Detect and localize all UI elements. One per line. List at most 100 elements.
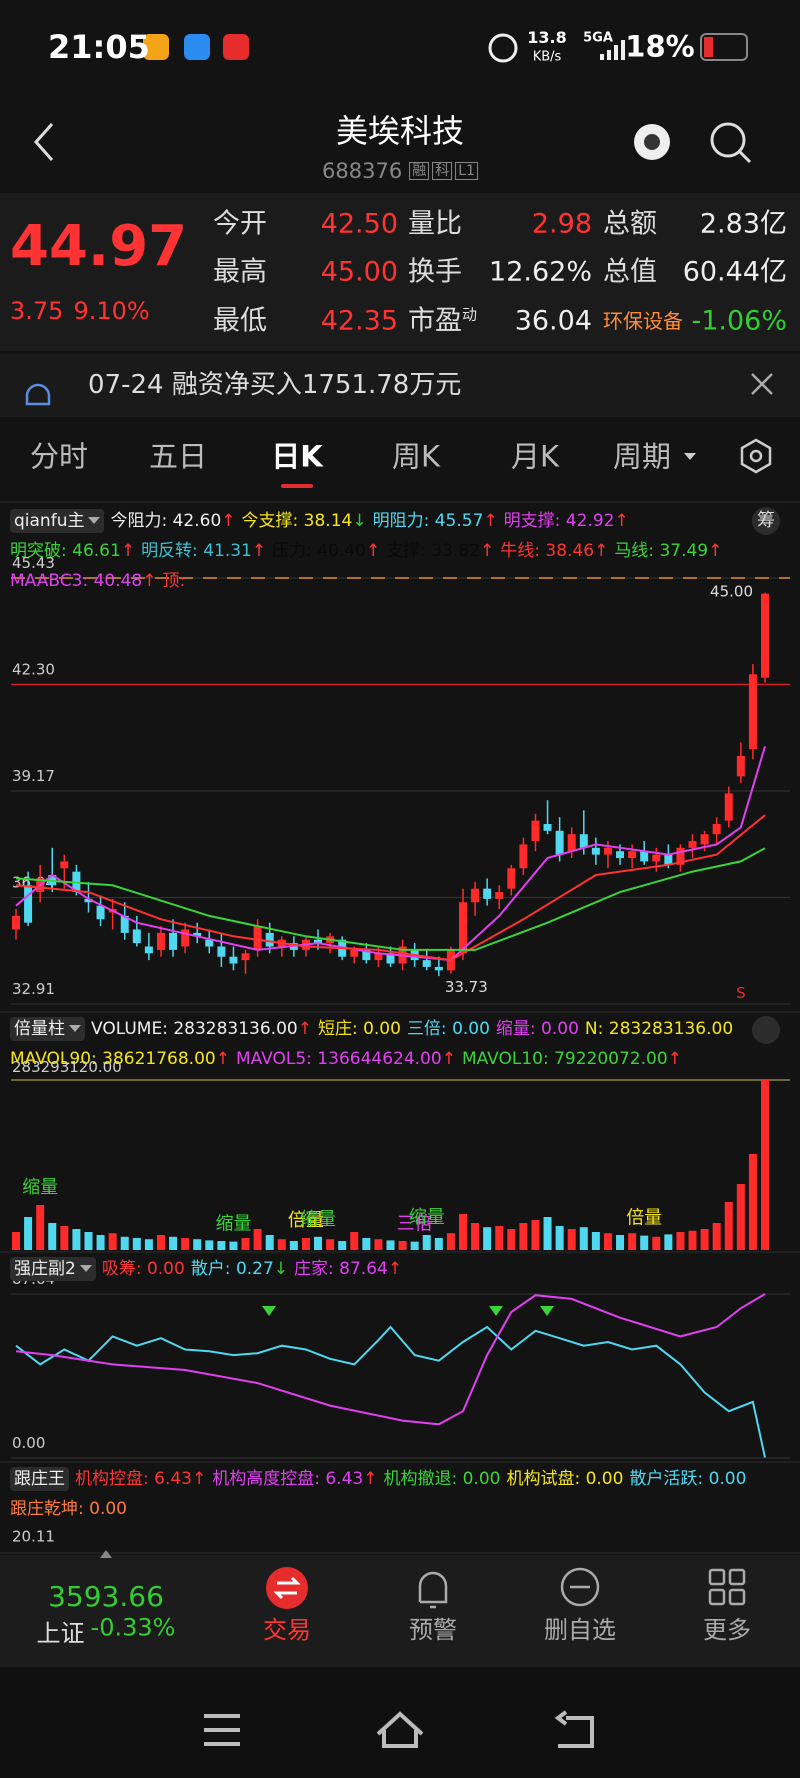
y-tick-label: 0.00 [12, 1434, 45, 1452]
volume-bar [519, 1222, 528, 1250]
legend-item: 今阻力: 42.60↑ [110, 506, 235, 536]
y-tick-label: 45.43 [12, 554, 55, 572]
expand-up-icon[interactable] [100, 1550, 112, 1558]
legend-item: 散户活跃: 0.00 [629, 1464, 746, 1494]
battery-level [704, 37, 713, 57]
period-tab[interactable]: 五日 [148, 439, 208, 474]
legend-item: 顶: [163, 566, 186, 596]
candle-body [24, 885, 33, 923]
field-value: 12.62% [489, 256, 592, 288]
volume-bar [543, 1216, 552, 1250]
candle-body [132, 929, 141, 944]
legend-text: 机构试盘: 0.00 [506, 1469, 624, 1489]
volume-annotation: 缩量 [409, 1207, 445, 1228]
legend-arrow: ↑ [251, 541, 267, 561]
candle-body [579, 834, 588, 848]
legend-item: 明支撑: 42.92↑ [504, 506, 629, 536]
y-tick-label: 42.30 [12, 661, 55, 679]
volume-bar [398, 1240, 407, 1250]
volume-bar [748, 1153, 757, 1250]
volume-bar [700, 1228, 709, 1250]
volume-bar [193, 1239, 202, 1250]
indicator-legend: 跟庄王 机构控盘: 6.43↑ 机构高度控盘: 6.43↑ 机构撤退: 0.00 机构试… [10, 1464, 790, 1524]
legend-item: 三倍: 0.00 [407, 1014, 490, 1044]
field-value: 45.00 [320, 256, 398, 288]
volume-bar [362, 1237, 371, 1250]
period-tab[interactable]: 分时 [29, 439, 89, 474]
index-change: -0.33% [90, 1613, 176, 1642]
period-tab[interactable]: 周期 [612, 439, 672, 474]
volume-bar [688, 1230, 697, 1250]
legend-item: MAVOL90: 38621768.00↑ [10, 1044, 230, 1074]
legend-text: 压力: 40.40 [272, 541, 366, 561]
indicator-selector[interactable]: 跟庄王 [10, 1467, 69, 1491]
trade-icon[interactable] [266, 1567, 308, 1609]
nav-item[interactable]: 预警 [409, 1616, 457, 1644]
candle-body [458, 902, 467, 954]
period-tab[interactable]: 周K [391, 439, 441, 474]
nav-item[interactable]: 更多 [703, 1616, 751, 1644]
legend-text: 顶: [162, 571, 186, 591]
candle-body [374, 953, 383, 961]
volume-bar [277, 1239, 286, 1250]
indicator-legend: 强庄副2 吸筹: 0.00 散户: 0.27↓ 庄家: 87.64↑ [10, 1254, 770, 1284]
field-label: 最高 [213, 256, 267, 288]
legend-text: N: 283283136.00 [584, 1019, 734, 1039]
index-value: 3593.66 [48, 1580, 164, 1613]
indicator-selector[interactable]: 强庄副2 [10, 1257, 96, 1281]
candle-body [761, 593, 769, 678]
battery-icon [700, 33, 748, 61]
last-price: 44.97 [10, 214, 188, 279]
remove-icon[interactable] [560, 1567, 600, 1607]
expand-icon[interactable] [752, 1016, 780, 1044]
legend-arrow: ↓ [352, 511, 367, 531]
candle-body [229, 956, 238, 964]
candle-body [628, 851, 637, 859]
settings-icon[interactable] [740, 438, 772, 474]
close-icon[interactable] [751, 373, 773, 395]
legend-text: 三倍: 0.00 [406, 1019, 490, 1039]
legend-arrow: ↑ [363, 1469, 378, 1489]
search-icon[interactable] [710, 122, 746, 158]
candle-body [495, 892, 504, 899]
network-type: 5GA [583, 30, 613, 46]
candle-body [664, 854, 673, 865]
legend-arrow: ↓ [273, 1259, 289, 1279]
more-icon[interactable] [708, 1568, 746, 1606]
volume-bar [555, 1225, 564, 1250]
legend-text: 散户: 0.27 [190, 1259, 274, 1279]
volume-bar [217, 1240, 226, 1250]
legend-arrow: ↑ [387, 1259, 403, 1279]
legend-text: 散户活跃: 0.00 [629, 1469, 747, 1489]
legend-item: VOLUME: 283283136.00↑ [91, 1014, 312, 1044]
period-tab[interactable]: 日K [271, 439, 323, 474]
legend-item: 庄家: 87.64↑ [294, 1254, 402, 1284]
tab-underline [281, 484, 313, 488]
legend-text: 跟庄乾坤: 0.00 [10, 1499, 127, 1519]
legend-text: 短庄: 0.00 [317, 1019, 401, 1039]
candle-body [96, 905, 105, 920]
volume-bar [48, 1222, 57, 1250]
nav-item[interactable]: 交易 [263, 1616, 311, 1644]
volume-bar [603, 1233, 612, 1250]
field-label: 市盈动 [408, 305, 478, 337]
notice-bg [0, 354, 800, 417]
legend-arrow: ↑ [594, 541, 609, 561]
volume-bar [326, 1239, 335, 1250]
legend-arrow: ↑ [667, 1049, 682, 1069]
alert-icon[interactable] [418, 1571, 448, 1609]
dropdown-icon [684, 453, 696, 460]
back-icon[interactable] [33, 123, 54, 161]
candle-body [471, 888, 480, 903]
indicator-legend: qianfu主 今阻力: 42.60↑ 今支撑: 38.14↓ 明阻力: 45.57↑… [10, 506, 745, 596]
battery-text: 18% [625, 29, 695, 64]
period-tab[interactable]: 月K [510, 439, 560, 474]
indicator-selector[interactable]: 倍量柱 [10, 1017, 85, 1041]
indicator-selector[interactable]: qianfu主 [10, 509, 105, 533]
candle-body [193, 932, 202, 937]
stock-badge: 科 [432, 162, 453, 180]
volume-bar [169, 1236, 178, 1250]
clock: 21:05 [48, 28, 150, 66]
nav-item[interactable]: 删自选 [544, 1616, 616, 1644]
separators [0, 501, 800, 1554]
